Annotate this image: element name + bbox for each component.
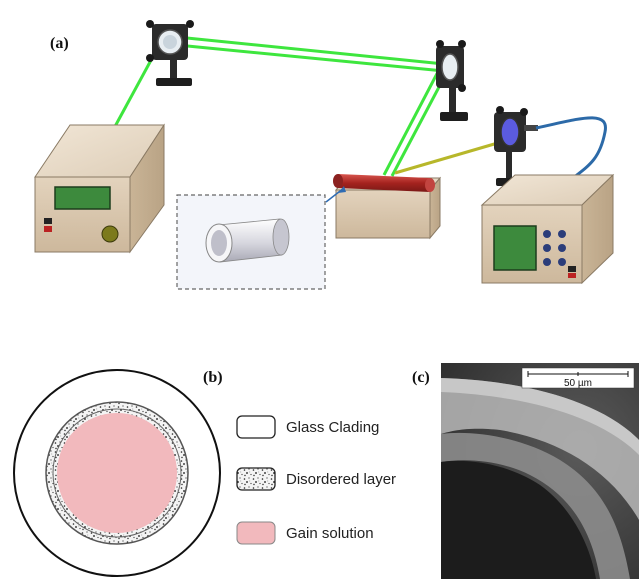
legend-label: Glass Clading [286,419,379,436]
scale-bar: 50 µm [521,367,635,389]
panel-b-cross-section: (b) Glass Clading Disordered layer Gain … [13,369,396,577]
capillary-tube [333,174,435,192]
scale-bar-label: 50 µm [564,378,592,389]
capillary-zoom-inset [176,186,346,290]
mirror-mount-2 [436,40,468,121]
legend-item-glass-cladding: Glass Clading [236,415,379,439]
collection-optic-mount [494,106,538,186]
mirror-mount-1 [146,20,194,86]
blue-fiber [535,116,607,180]
spectrometer-display [493,225,537,271]
legend: Glass Clading Disordered layer Gain solu… [236,415,396,545]
signal-fiber [394,138,509,175]
legend-label: Disordered layer [286,471,396,488]
panel-a-label: (a) [50,35,69,52]
button-grid [543,230,566,266]
capillary-cross-section-3d [205,218,290,263]
legend-item-disordered-layer: Disordered layer [236,467,396,491]
laser-display [54,186,111,210]
panel-c-micrograph: (c) 50 µm [412,363,639,579]
spectrometer-box [480,173,615,285]
gain-solution-core [57,413,177,533]
pump-laser-box [34,123,165,254]
panel-b-label: (b) [203,369,223,386]
legend-label: Gain solution [286,525,374,542]
panel-c-label: (c) [412,369,430,386]
sample-stage [333,174,442,240]
legend-item-gain-solution: Gain solution [236,521,374,545]
knob-icon [101,225,119,243]
panel-a-setup: (a) [34,20,615,290]
